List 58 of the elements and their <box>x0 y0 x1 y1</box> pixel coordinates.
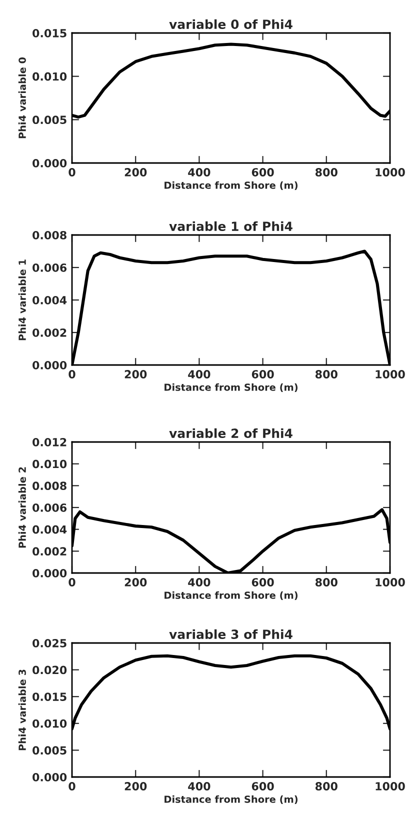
y-tick-label: 0.000 <box>32 772 67 782</box>
y-tick-label: 0.002 <box>32 328 66 337</box>
y-axis-title: Phi4 variable 2 <box>18 467 26 548</box>
x-tick-label: 1000 <box>376 370 405 378</box>
y-tick-label: 0.010 <box>32 72 67 81</box>
x-tick-label: 800 <box>315 370 338 378</box>
y-axis-title: Phi4 variable 1 <box>18 260 26 340</box>
x-tick-label: 800 <box>315 578 338 586</box>
y-tick-label: 0.000 <box>32 360 67 370</box>
x-tick-label: 0 <box>68 168 76 176</box>
y-tick-label: 0.025 <box>32 638 66 648</box>
x-tick-label: 800 <box>315 168 338 176</box>
chart-title: variable 1 of Phi4 <box>169 221 292 232</box>
y-tick-label: 0.020 <box>32 666 67 674</box>
x-axis-title: Distance from Shore (m) <box>164 383 298 392</box>
x-tick-label: 1000 <box>376 782 405 790</box>
x-tick-label: 600 <box>252 782 274 790</box>
x-tick-label: 400 <box>188 782 210 790</box>
y-tick-label: 0.012 <box>32 438 66 446</box>
chart-title: variable 3 of Phi4 <box>169 629 292 640</box>
chart-title: variable 0 of Phi4 <box>169 19 292 30</box>
x-tick-label: 400 <box>188 168 210 176</box>
y-tick-label: 0.000 <box>32 158 67 168</box>
x-tick-label: 1000 <box>376 168 405 176</box>
x-tick-label: 400 <box>188 370 210 378</box>
y-tick-label: 0.010 <box>32 460 67 468</box>
x-tick-label: 200 <box>124 370 147 378</box>
x-tick-label: 600 <box>252 370 274 378</box>
y-tick-label: 0.008 <box>32 230 66 240</box>
y-tick-label: 0.010 <box>32 719 67 728</box>
y-tick-label: 0.015 <box>32 692 66 701</box>
y-tick-label: 0.006 <box>32 503 67 512</box>
x-tick-label: 200 <box>124 782 147 790</box>
chart-title: variable 2 of Phi4 <box>169 428 292 438</box>
x-tick-label: 600 <box>252 578 274 586</box>
x-tick-label: 1000 <box>376 578 405 586</box>
x-axis-title: Distance from Shore (m) <box>164 181 298 190</box>
y-axis-title: Phi4 variable 0 <box>18 57 26 138</box>
y-tick-label: 0.005 <box>32 746 66 755</box>
y-axis-title: Phi4 variable 3 <box>18 670 26 750</box>
y-tick-label: 0.002 <box>32 547 66 556</box>
x-tick-label: 200 <box>124 578 147 586</box>
x-axis-title: Distance from Shore (m) <box>164 795 298 804</box>
x-axis-title: Distance from Shore (m) <box>164 591 298 600</box>
x-tick-label: 400 <box>188 578 210 586</box>
y-tick-label: 0.015 <box>32 28 66 38</box>
y-tick-label: 0.005 <box>32 116 66 124</box>
x-tick-label: 0 <box>68 578 76 586</box>
x-tick-label: 0 <box>68 782 76 790</box>
y-tick-label: 0.000 <box>32 568 67 578</box>
y-tick-label: 0.006 <box>32 263 67 272</box>
x-tick-label: 200 <box>124 168 147 176</box>
x-tick-label: 800 <box>315 782 338 790</box>
y-tick-label: 0.004 <box>32 296 67 304</box>
x-tick-label: 600 <box>252 168 274 176</box>
y-tick-label: 0.008 <box>32 482 66 490</box>
x-tick-label: 0 <box>68 370 76 378</box>
y-tick-label: 0.004 <box>32 525 67 534</box>
